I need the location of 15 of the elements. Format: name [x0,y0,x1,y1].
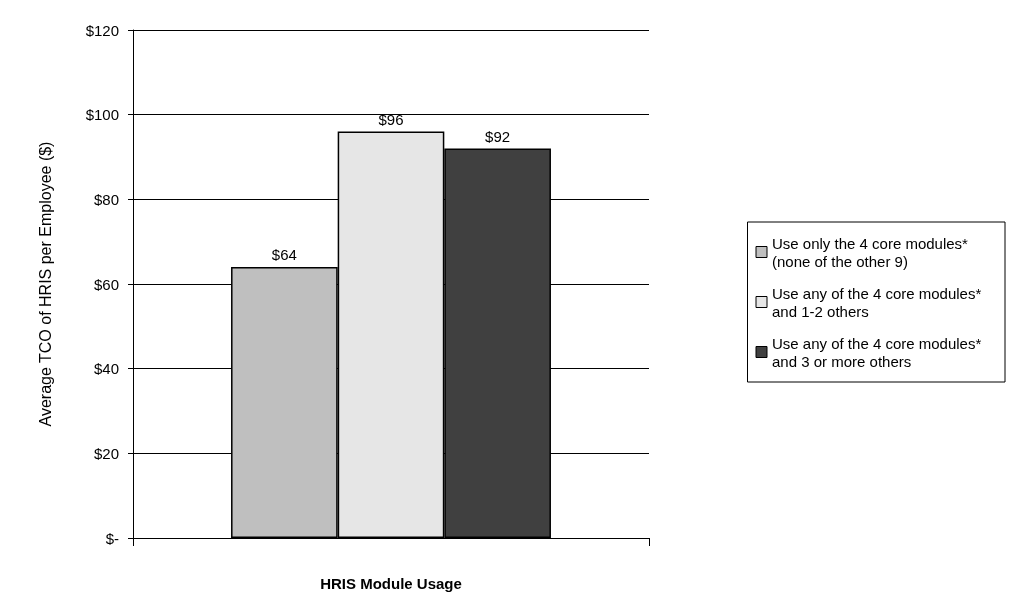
y-tick-label: $40 [93,360,119,378]
legend-label: Use only the 4 core modules* (none of the other 9) [772,234,973,270]
y-axis-title: Average TCO of HRIS per Employee ($) [36,141,54,427]
y-tick-label: $80 [93,190,119,208]
legend-label: Use any of the 4 core modules* and 1-2 others [772,284,986,320]
y-tick-label: $120 [85,21,119,39]
data-label: $64 [271,246,297,264]
y-tick-label: $20 [93,444,119,462]
y-tick-label: $100 [85,106,119,124]
data-label: $92 [485,127,511,145]
data-label: $96 [378,110,404,128]
legend-label: Use any of the 4 core modules* and 3 or more others [772,334,986,370]
y-tick-label: $- [105,529,119,547]
y-tick-label: $60 [93,275,119,293]
x-axis-title: HRIS Module Usage [320,575,462,592]
